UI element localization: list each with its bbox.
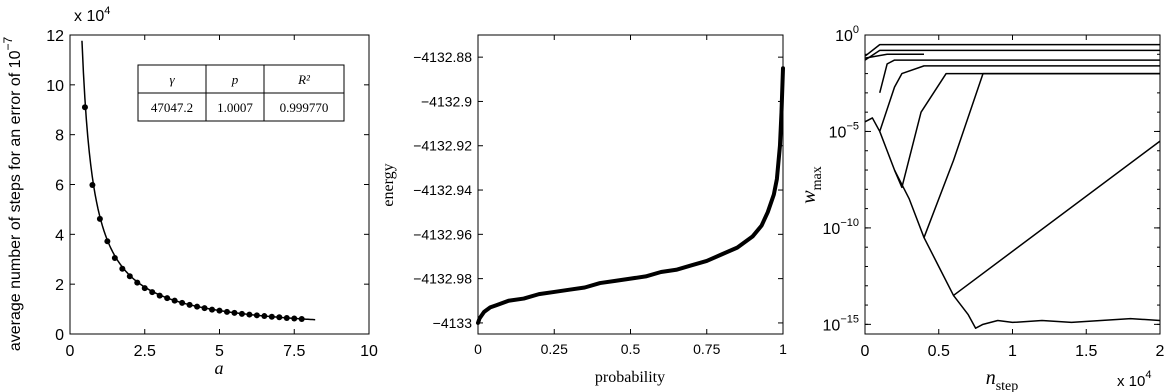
series-line bbox=[864, 43, 1160, 57]
panel-c-frame bbox=[864, 34, 1161, 335]
energy-probability-chart: 0 0.25 0.5 0.75 1 −4133 −4132.98 −4132.96 −4132.… bbox=[380, 34, 787, 386]
y-tick-label: −4132.98 bbox=[413, 271, 472, 287]
wmax-nstep-chart: 0 0.5 1 1.5 2 100 10−5 10−10 10−15 nstep x 104 w… bbox=[798, 24, 1165, 392]
y-tick-label: 4 bbox=[55, 227, 64, 244]
panel-b-ticks: 0 0.25 0.5 0.75 1 −4133 −4132.98 −4132.96 −4132.… bbox=[413, 35, 787, 357]
y-tick-label: 10 bbox=[46, 78, 64, 95]
data-point bbox=[261, 313, 268, 320]
data-point bbox=[209, 306, 216, 313]
panel-c-ylabel: wmax bbox=[798, 166, 825, 203]
data-point bbox=[126, 273, 133, 280]
data-point bbox=[276, 314, 283, 321]
data-point bbox=[298, 316, 305, 323]
y-tick-label: −4132.94 bbox=[413, 182, 472, 198]
x-tick-label: 0 bbox=[474, 341, 482, 357]
data-point bbox=[119, 265, 126, 272]
series-line bbox=[864, 65, 1160, 133]
x-tick-label: 0.5 bbox=[621, 341, 641, 357]
table-value-gamma: 47047.2 bbox=[151, 100, 193, 115]
panel-a-ticks: 0 2.5 5 7.5 10 0 2 4 6 8 10 12 bbox=[46, 28, 378, 360]
x-tick-label: 0.25 bbox=[541, 341, 568, 357]
series-line bbox=[923, 140, 1161, 297]
y-tick-label: 8 bbox=[55, 128, 64, 145]
panel-c-ticks: 0 0.5 1 1.5 2 100 10−5 10−10 10−15 bbox=[823, 24, 1165, 360]
y-tick-label: 10−10 bbox=[823, 217, 859, 238]
data-point bbox=[111, 255, 118, 262]
data-point bbox=[223, 308, 230, 315]
series-line bbox=[879, 72, 1160, 189]
panel-a-ylabel: average number of steps for an error of … bbox=[1, 37, 24, 352]
series-line bbox=[879, 59, 1160, 94]
data-point bbox=[186, 301, 193, 308]
x-tick-label: 0.75 bbox=[693, 341, 720, 357]
data-point bbox=[291, 315, 298, 322]
data-point bbox=[283, 315, 290, 322]
y-tick-label: −4132.88 bbox=[413, 49, 472, 65]
panel-a-multiplier: x 104 bbox=[74, 5, 110, 25]
data-point bbox=[231, 309, 238, 316]
y-tick-label: 10−15 bbox=[823, 313, 859, 334]
data-point bbox=[201, 305, 208, 312]
x-tick-label: 0.5 bbox=[928, 343, 950, 360]
table-header-p: p bbox=[231, 72, 239, 87]
data-point bbox=[141, 285, 148, 292]
data-point bbox=[179, 299, 186, 306]
y-tick-label: −4132.9 bbox=[421, 93, 472, 109]
x-tick-label: 2.5 bbox=[134, 343, 156, 360]
table-value-p: 1.0007 bbox=[217, 100, 253, 115]
fit-parameter-table: γ p R² 47047.2 1.0007 0.999770 bbox=[137, 64, 345, 122]
x-tick-label: 1.5 bbox=[1075, 343, 1097, 360]
series-line bbox=[952, 294, 1161, 329]
data-point bbox=[164, 295, 171, 302]
panel-a-xlabel: a bbox=[215, 358, 224, 378]
x-tick-label: 7.5 bbox=[283, 343, 305, 360]
data-point bbox=[96, 215, 103, 222]
series-line bbox=[864, 53, 924, 59]
x-tick-label: 2 bbox=[1156, 343, 1165, 360]
panel-a-data-points bbox=[81, 104, 305, 323]
x-tick-label: 5 bbox=[215, 343, 224, 360]
panel-b-frame bbox=[477, 34, 784, 335]
data-point bbox=[104, 238, 111, 245]
y-tick-label: 10−5 bbox=[829, 120, 859, 141]
x-tick-label: 0 bbox=[66, 343, 75, 360]
data-point bbox=[156, 292, 163, 299]
table-value-r2: 0.999770 bbox=[280, 100, 329, 115]
table-header-r2: R² bbox=[297, 72, 311, 87]
y-tick-label: 100 bbox=[835, 24, 859, 45]
panel-b-ylabel: energy bbox=[380, 163, 397, 206]
data-point bbox=[171, 297, 178, 304]
data-point bbox=[149, 289, 156, 296]
x-tick-label: 0 bbox=[861, 343, 870, 360]
x-tick-label: 1 bbox=[1008, 343, 1017, 360]
data-point bbox=[89, 181, 96, 188]
series-line bbox=[893, 72, 1160, 239]
data-point bbox=[134, 279, 141, 286]
data-point bbox=[268, 313, 275, 320]
panel-c-series bbox=[864, 43, 1161, 329]
data-point bbox=[81, 104, 88, 111]
y-tick-label: 12 bbox=[46, 28, 64, 45]
y-tick-label: 2 bbox=[55, 277, 64, 294]
x-tick-label: 1 bbox=[779, 341, 787, 357]
y-tick-label: −4133 bbox=[433, 315, 473, 331]
data-point bbox=[246, 311, 253, 318]
data-point bbox=[216, 307, 223, 314]
data-point bbox=[238, 310, 245, 317]
panel-b-xlabel: probability bbox=[595, 369, 665, 386]
y-tick-label: −4132.96 bbox=[413, 226, 472, 242]
y-tick-label: 0 bbox=[55, 327, 64, 344]
y-tick-label: −4132.92 bbox=[413, 138, 472, 154]
energy-curve bbox=[476, 66, 785, 325]
y-tick-label: 6 bbox=[55, 178, 64, 195]
data-point bbox=[253, 312, 260, 319]
panel-a-chart: 0 2.5 5 7.5 10 0 2 4 6 8 10 12 x 104 a average numb… bbox=[1, 5, 378, 378]
x-tick-label: 10 bbox=[360, 343, 378, 360]
table-header-gamma: γ bbox=[169, 72, 175, 87]
data-point bbox=[194, 303, 201, 310]
panel-c-multiplier: x 104 bbox=[1117, 369, 1151, 390]
panel-c-xlabel: nstep bbox=[986, 367, 1019, 392]
